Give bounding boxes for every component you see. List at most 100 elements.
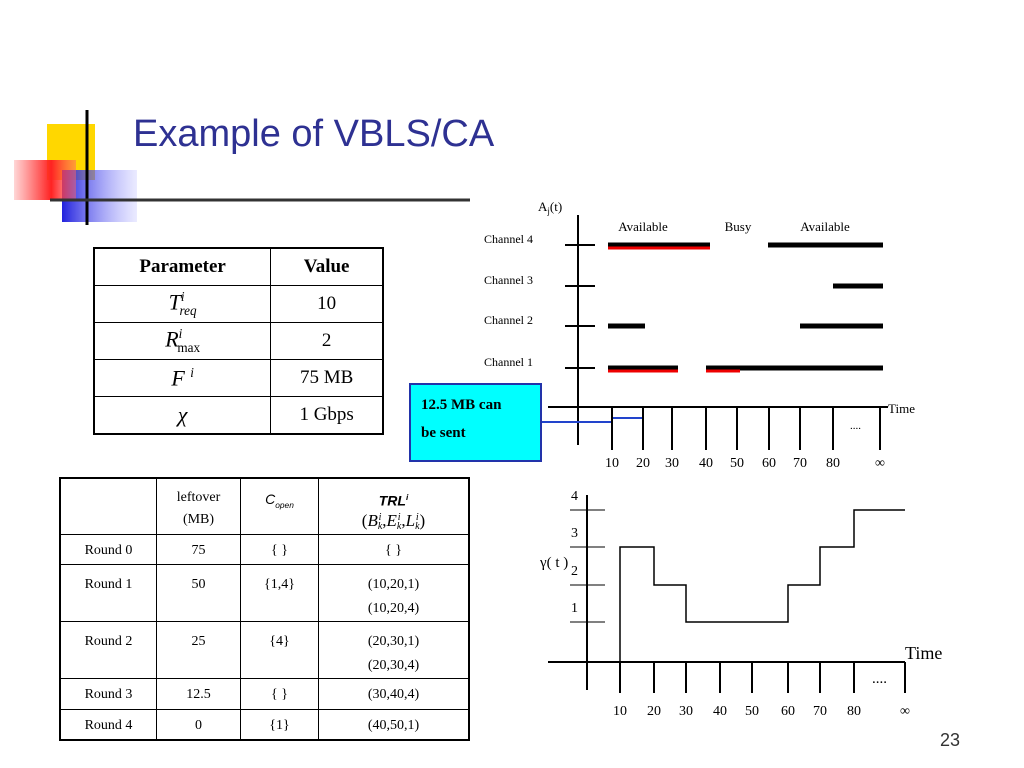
x-tick-label: 40 bbox=[699, 456, 713, 471]
text: (40,50,1) bbox=[367, 717, 420, 733]
header-cell: Value bbox=[270, 247, 384, 286]
value: 1 Gbps bbox=[270, 396, 384, 435]
sub: k bbox=[396, 520, 402, 532]
paren: ) bbox=[419, 510, 426, 530]
x-tick-label: 20 bbox=[647, 704, 661, 719]
row: F i 75 MB bbox=[93, 359, 384, 397]
channel-label: Channel 2 bbox=[484, 313, 533, 327]
channel-label: Channel 1 bbox=[484, 355, 533, 369]
symbol: χ bbox=[93, 396, 272, 435]
step-line bbox=[619, 509, 905, 662]
base: B bbox=[367, 510, 378, 530]
sub: open bbox=[275, 499, 294, 510]
x-tick-label: 70 bbox=[813, 704, 827, 719]
title: Example of VBLS/CA bbox=[133, 113, 495, 155]
cell: Round 1 bbox=[59, 563, 157, 622]
base: χ bbox=[177, 402, 188, 427]
symbol: Tireq bbox=[93, 285, 272, 323]
base: T bbox=[168, 289, 181, 315]
callout: 12.5 MB can be sent bbox=[409, 383, 542, 462]
header-row: leftover (MB) Copen TRLi (B i k ,E i k ,L i k) bbox=[59, 477, 470, 535]
row: Rimax 2 bbox=[93, 322, 384, 360]
x-tick-label: 10 bbox=[605, 456, 619, 471]
sup: i bbox=[415, 511, 419, 523]
axis-label: Aj(t) bbox=[538, 199, 562, 216]
cell: { } bbox=[240, 677, 319, 710]
text: (30,40,4) bbox=[367, 686, 420, 702]
sup: i bbox=[178, 326, 183, 342]
x-label: Time bbox=[888, 401, 915, 416]
cell: 12.5 bbox=[156, 677, 241, 710]
x-tick-label: ∞ bbox=[900, 704, 910, 719]
header-row: Parameter Value bbox=[93, 247, 384, 286]
cell: Round 2 bbox=[59, 620, 157, 679]
x-tick-label: 50 bbox=[745, 704, 759, 719]
y-tick-label: 4 bbox=[571, 489, 578, 504]
text: 12.5 MB can bbox=[421, 397, 502, 413]
diagrams: Aj(t) Channel 4 Channel 3 Channel 2 Channel… bbox=[484, 199, 942, 719]
symbol: F i bbox=[93, 359, 272, 397]
x-tick-label: 50 bbox=[730, 456, 744, 471]
text: { } bbox=[385, 542, 402, 558]
ellipsis: .... bbox=[850, 420, 861, 432]
header-cell: Copen bbox=[240, 477, 319, 535]
paren: ( bbox=[361, 510, 368, 530]
page-number: 23 bbox=[940, 730, 961, 750]
row: Round 2 25 {4} (20,30,1) (20,30,4) bbox=[59, 620, 470, 679]
sup: i bbox=[378, 511, 382, 523]
cell: 50 bbox=[156, 563, 241, 622]
y-tick-label: 2 bbox=[571, 564, 578, 579]
cell: {1} bbox=[240, 708, 319, 741]
text: (10,20,1) bbox=[367, 576, 420, 592]
x-tick-label: ∞ bbox=[875, 456, 885, 471]
cell: 75 bbox=[156, 533, 241, 565]
state-label: Busy bbox=[725, 219, 752, 234]
text: (MB) bbox=[182, 512, 215, 527]
text: (20,30,4) bbox=[367, 657, 420, 673]
gamma-diagram: γ( t ) 1 2 3 4 10 20 30 40 50 60 70 80 ∞ Time.... bbox=[539, 489, 942, 719]
cell: 0 bbox=[156, 708, 241, 741]
x-tick-label: 60 bbox=[762, 456, 776, 471]
text: be sent bbox=[421, 425, 466, 441]
channel-label: Channel 4 bbox=[484, 232, 533, 246]
base: R bbox=[165, 326, 179, 352]
value: 2 bbox=[270, 322, 384, 360]
sub: j bbox=[546, 206, 550, 216]
sep: , bbox=[401, 510, 406, 530]
text: leftover bbox=[176, 490, 221, 505]
channel-bars bbox=[608, 242, 883, 371]
symbol: Rimax bbox=[93, 322, 272, 360]
ellipsis: .... bbox=[872, 671, 887, 687]
params-table: Parameter Value Tireq 10 Rimax 2 F i 75 MB χ… bbox=[93, 247, 384, 435]
red-bars bbox=[608, 246, 740, 373]
sub: req bbox=[179, 302, 197, 318]
value: 75 MB bbox=[270, 359, 384, 397]
sep: , bbox=[382, 510, 387, 530]
base: C bbox=[265, 491, 276, 507]
text: (10,20,4) bbox=[367, 600, 420, 616]
cell: {4} bbox=[240, 620, 319, 679]
sup: i bbox=[190, 364, 194, 380]
row: Tireq 10 bbox=[93, 285, 384, 323]
header-cell: Parameter bbox=[93, 247, 272, 286]
cell: (20,30,1) (20,30,4) bbox=[318, 620, 470, 679]
cell: (40,50,1) bbox=[318, 708, 470, 741]
text: (20,30,1) bbox=[367, 633, 420, 649]
header-cell: TRLi (B i k ,E i k ,L i k) bbox=[318, 477, 470, 535]
x-tick-label: 30 bbox=[665, 456, 679, 471]
tuple: (B i k ,E i k ,L i k) bbox=[319, 510, 468, 532]
value: 10 bbox=[270, 285, 384, 323]
sub: k bbox=[377, 520, 383, 532]
base: A bbox=[538, 199, 548, 214]
trl: TRLi bbox=[319, 487, 468, 511]
x-tick-label: 10 bbox=[613, 704, 627, 719]
base: F bbox=[171, 365, 185, 391]
x-tick-label: 80 bbox=[826, 456, 840, 471]
sub: max bbox=[177, 339, 201, 355]
